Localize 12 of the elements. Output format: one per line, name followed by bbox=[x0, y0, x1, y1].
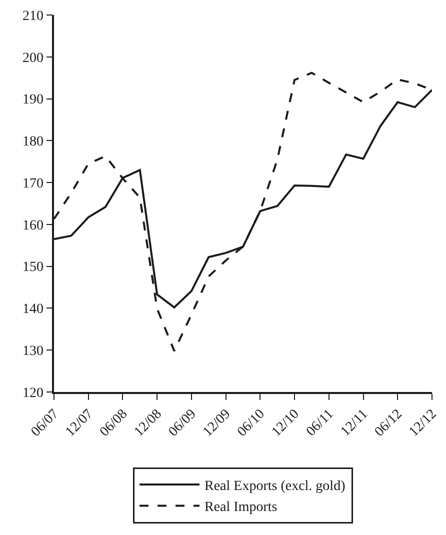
y-tick-label: 180 bbox=[22, 134, 44, 150]
legend-label: Real Imports bbox=[204, 500, 278, 516]
legend-label: Real Exports (excl. gold) bbox=[204, 478, 346, 494]
y-tick-label: 150 bbox=[22, 260, 44, 276]
y-tick-label: 200 bbox=[22, 50, 44, 66]
y-tick-label: 120 bbox=[22, 386, 44, 401]
y-tick-label: 190 bbox=[22, 92, 44, 108]
y-tick-label: 160 bbox=[22, 218, 44, 234]
y-tick-label: 170 bbox=[22, 176, 44, 192]
y-tick-label: 140 bbox=[22, 302, 44, 318]
y-tick-label: 210 bbox=[22, 8, 44, 24]
y-tick-label: 130 bbox=[22, 344, 44, 360]
